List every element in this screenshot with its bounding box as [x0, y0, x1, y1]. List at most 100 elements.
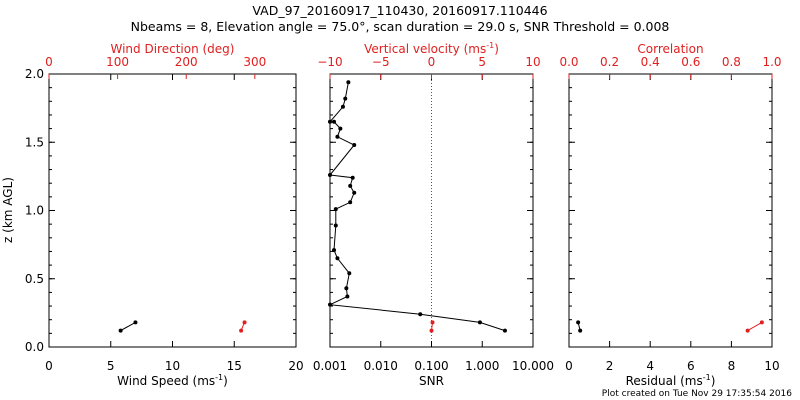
axis-label-main: Residual (ms — [626, 374, 703, 388]
data-point-snr — [328, 173, 332, 178]
x-top-tick-label: 300 — [243, 55, 266, 69]
series-line-wind-speed — [120, 321, 136, 332]
data-point-snr — [328, 302, 332, 307]
data-point-snr — [333, 207, 338, 212]
x-top-tick-label: 0.4 — [641, 55, 660, 69]
panel-snr: 0.001 0.010 0.100 1.000 10.000 −10 −5 0 5 10 SNR Ve… — [313, 41, 554, 388]
x-top-tick-label: 1.0 — [762, 55, 781, 69]
plot-frame-wind — [48, 73, 297, 348]
plot-frame-residual — [568, 73, 773, 348]
x-bottom-axis-label: Wind Speed (ms-1) — [117, 373, 228, 388]
x-bottom-tick-label: 15 — [227, 359, 242, 373]
data-point-snr — [340, 104, 345, 109]
axis-label-main: Vertical velocity (ms — [364, 42, 486, 56]
plot-created-footer: Plot created on Tue Nov 29 17:35:54 2016 — [602, 389, 792, 399]
x-top-tick-label: 0.8 — [722, 55, 741, 69]
data-point-wind-speed — [118, 328, 123, 333]
y-axis-label: z (km AGL) — [1, 177, 15, 243]
data-point-snr — [345, 294, 350, 299]
x-bottom-tick-label: 20 — [288, 359, 303, 373]
x-bottom-tick-label: 10 — [165, 359, 180, 373]
axis-label-main: SNR — [419, 374, 444, 388]
x-top-tick-label: 5 — [478, 55, 486, 69]
x-bottom-tick-label: 0.100 — [414, 359, 448, 373]
x-top-tick-label: −10 — [317, 55, 342, 69]
x-top-axis-label: Wind Direction (deg) — [111, 42, 235, 56]
x-top-tick-label: 0.2 — [600, 55, 619, 69]
x-top-tick-label: 10 — [525, 55, 540, 69]
data-point-vertical-velocity — [430, 320, 435, 325]
x-top-tick-label: 100 — [106, 55, 129, 69]
x-top-tick-label: 0 — [45, 55, 53, 69]
data-point-snr — [338, 126, 343, 131]
data-point-correlation — [759, 320, 764, 325]
x-top-axis-label: Vertical velocity (ms-1) — [364, 41, 499, 56]
x-bottom-tick-label: 0 — [45, 359, 53, 373]
data-point-snr — [352, 142, 357, 147]
x-top-tick-label: 0.6 — [681, 55, 700, 69]
data-point-snr — [343, 96, 348, 101]
data-point-wind-direction — [239, 328, 244, 333]
data-point-snr — [348, 183, 353, 188]
data-point-snr — [332, 119, 337, 124]
y-tick-label: 1.0 — [25, 204, 44, 218]
axis-label-main: Correlation — [637, 42, 703, 56]
axis-label-end: ) — [494, 42, 499, 56]
data-point-snr — [335, 134, 340, 139]
x-bottom-axis-label: SNR — [419, 374, 444, 388]
data-point-snr — [348, 200, 353, 205]
x-bottom-tick-label: 4 — [646, 359, 654, 373]
data-point-correlation — [745, 328, 750, 333]
axis-label-end: ) — [711, 374, 716, 388]
data-point-snr — [477, 320, 482, 325]
figure-title-line2: Nbeams = 8, Elevation angle = 75.0°, sca… — [131, 19, 670, 34]
data-point-snr — [344, 286, 349, 291]
data-point-snr — [346, 80, 351, 85]
series-line-correlation — [747, 321, 763, 332]
axis-label-superscript: -1 — [703, 373, 711, 382]
x-top-axis-label: Correlation — [637, 42, 703, 56]
data-point-snr — [333, 223, 338, 228]
x-bottom-tick-label: 2 — [606, 359, 614, 373]
x-bottom-tick-label: 6 — [687, 359, 695, 373]
data-point-wind-speed — [133, 320, 138, 325]
x-bottom-tick-label: 0 — [565, 359, 573, 373]
axis-label-main: Wind Direction (deg) — [111, 42, 235, 56]
axis-label-end: ) — [223, 374, 228, 388]
data-point-residual — [576, 320, 581, 325]
data-point-residual — [578, 328, 583, 333]
axis-label-superscript: -1 — [215, 373, 223, 382]
data-point-snr — [335, 256, 340, 261]
figure-title-line1: VAD_97_20160917_110430, 20160917.110446 — [252, 3, 547, 18]
data-point-vertical-velocity — [429, 328, 434, 333]
data-point-wind-direction — [242, 320, 247, 325]
data-point-snr — [332, 248, 337, 253]
x-bottom-tick-label: 10 — [764, 359, 779, 373]
y-tick-label: 1.5 — [25, 135, 44, 149]
axis-label-main: Wind Speed (ms — [117, 374, 215, 388]
data-point-snr — [352, 190, 357, 195]
x-bottom-tick-label: 0.001 — [313, 359, 347, 373]
data-point-snr — [502, 328, 507, 333]
axis-label-superscript: -1 — [486, 41, 494, 50]
x-bottom-tick-label: 10.000 — [512, 359, 554, 373]
data-point-snr — [418, 312, 423, 317]
x-bottom-tick-label: 0.010 — [364, 359, 398, 373]
data-point-snr — [328, 119, 332, 124]
panel-residual: 0 2 4 6 8 10 0.0 0.2 0.4 0.6 0.8 1.0 Residual (ms-1)… — [559, 42, 781, 388]
x-bottom-tick-label: 5 — [107, 359, 115, 373]
data-point-snr — [347, 271, 352, 276]
data-point-snr — [350, 175, 355, 180]
x-bottom-axis-label: Residual (ms-1) — [626, 373, 716, 388]
y-tick-label: 0.5 — [25, 272, 44, 286]
x-top-tick-label: 0 — [428, 55, 436, 69]
plot-frame-snr — [329, 73, 534, 348]
y-tick-label: 0.0 — [25, 340, 44, 354]
x-top-tick-label: 200 — [175, 55, 198, 69]
y-tick-label: 2.0 — [25, 67, 44, 81]
x-bottom-tick-label: 8 — [728, 359, 736, 373]
x-top-tick-label: 0.0 — [559, 55, 578, 69]
